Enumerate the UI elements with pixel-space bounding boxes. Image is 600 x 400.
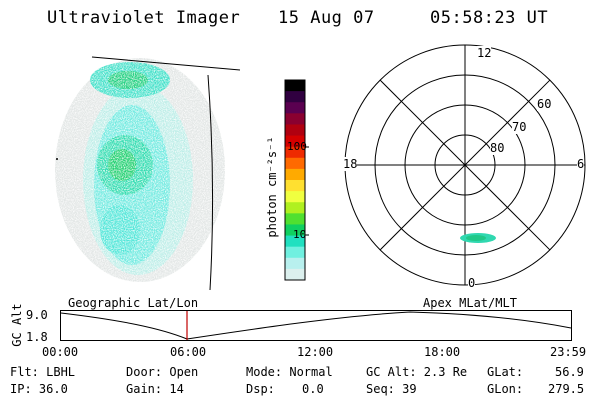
mlt-label-0: 0 — [468, 276, 476, 290]
colorbar-segment — [285, 102, 305, 114]
geographic-image — [55, 56, 241, 290]
status-mode: Mode: Normal — [246, 365, 333, 379]
timeline-right-title: Apex MLat/MLT — [423, 296, 517, 310]
timeline-y-tick-top: 9.0 — [26, 308, 48, 322]
timeline-y-tick-bottom: 1.8 — [26, 330, 48, 344]
colorbar-segment — [285, 257, 305, 270]
lat-label-80: 80 — [490, 141, 505, 155]
colorbar-segment — [285, 146, 305, 159]
colorbar-segment — [285, 180, 305, 192]
colorbar-unit-label: photon cm⁻²s⁻¹ — [265, 136, 279, 238]
mlt-label-18: 18 — [343, 157, 358, 171]
status-glat-value: 56.9 — [555, 365, 584, 379]
status-door: Door: Open — [126, 365, 199, 379]
colorbar-segment — [285, 157, 305, 170]
colorbar-segment — [285, 113, 305, 125]
colorbar — [284, 79, 309, 281]
colorbar-segment — [285, 224, 305, 237]
timeline-plot — [60, 310, 572, 341]
colorbar-segment — [285, 213, 305, 225]
timeline-x-tick-4: 23:59 — [550, 345, 587, 359]
timeline-x-tick-3: 18:00 — [424, 345, 461, 359]
status-glat-label: GLat: — [487, 365, 524, 379]
timeline-x-tick-1: 06:00 — [170, 345, 207, 359]
polar-plot — [344, 44, 586, 286]
status-dsp-label: Dsp: — [246, 382, 275, 396]
date-label: 15 Aug 07 — [278, 8, 375, 28]
timeline-x-tick-0: 00:00 — [42, 345, 79, 359]
status-gc-alt: GC Alt: 2.3 Re — [366, 365, 468, 379]
colorbar-segment — [285, 246, 305, 259]
lat-label-60: 60 — [537, 97, 552, 111]
timeline-left-title: Geographic Lat/Lon — [68, 296, 199, 310]
status-dsp-value: 0.0 — [302, 382, 324, 396]
colorbar-segment — [285, 135, 305, 148]
colorbar-segment — [285, 168, 305, 181]
colorbar-tick-100: 100 — [287, 140, 307, 153]
mlt-label-12: 12 — [477, 46, 492, 60]
status-gain: Gain: 14 — [126, 382, 184, 396]
timeline-x-tick-2: 12:00 — [297, 345, 334, 359]
status-flt: Flt: LBHL — [10, 365, 76, 379]
mlt-label-6: 6 — [577, 157, 585, 171]
instrument-title: Ultraviolet Imager — [47, 8, 241, 28]
status-seq: Seq: 39 — [366, 382, 417, 396]
timeline-y-label: GC Alt — [10, 303, 24, 347]
colorbar-segment — [285, 235, 305, 248]
colorbar-segment — [285, 191, 305, 203]
status-glon-label: GLon: — [487, 382, 524, 396]
colorbar-segment — [285, 80, 305, 92]
status-glon-value: 279.5 — [548, 382, 585, 396]
colorbar-segment — [285, 91, 305, 103]
colorbar-segment — [285, 124, 305, 137]
colorbar-tick-10: 10 — [293, 228, 307, 241]
status-ip: IP: 36.0 — [10, 382, 68, 396]
colorbar-segment — [285, 202, 305, 214]
lat-label-70: 70 — [512, 120, 527, 134]
colorbar-segment — [285, 268, 305, 281]
time-label: 05:58:23 UT — [430, 8, 549, 28]
